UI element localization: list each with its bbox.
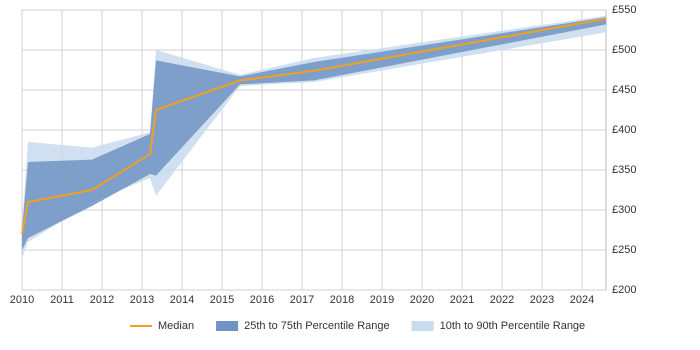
legend-label: Median: [158, 320, 194, 332]
x-tick-label: 2015: [210, 294, 234, 306]
y-tick-label: £500: [612, 44, 636, 56]
legend-label: 25th to 75th Percentile Range: [244, 320, 390, 332]
legend-item: 10th to 90th Percentile Range: [411, 320, 586, 332]
legend-swatch: [411, 321, 434, 331]
percentile-band: [22, 17, 606, 251]
y-tick-label: £550: [612, 4, 636, 16]
legend-item: Median: [130, 320, 194, 332]
x-tick-label: 2013: [130, 294, 154, 306]
legend-swatch: [216, 321, 239, 331]
median-line: [21, 17, 607, 235]
y-tick-label: £450: [612, 84, 636, 96]
x-tick-label: 2012: [90, 294, 114, 306]
y-tick-label: £400: [612, 124, 636, 136]
x-tick-label: 2021: [450, 294, 474, 306]
x-tick-label: 2020: [410, 294, 434, 306]
x-tick-label: 2018: [330, 294, 354, 306]
x-tick-label: 2023: [530, 294, 554, 306]
legend-item: 25th to 75th Percentile Range: [216, 320, 390, 332]
x-tick-label: 2011: [50, 294, 74, 306]
x-tick-label: 2017: [290, 294, 314, 306]
y-tick-label: £300: [612, 204, 636, 216]
x-tick-label: 2022: [490, 294, 514, 306]
x-tick-label: 2016: [250, 294, 274, 306]
x-tick-label: 2010: [10, 294, 34, 306]
y-tick-label: £250: [612, 244, 636, 256]
legend-label: 10th to 90th Percentile Range: [440, 320, 586, 332]
y-tick-label: £200: [612, 284, 636, 296]
x-tick-label: 2019: [370, 294, 394, 306]
x-tick-label: 2024: [570, 294, 594, 306]
y-tick-label: £350: [612, 164, 636, 176]
x-tick-label: 2014: [170, 294, 194, 306]
